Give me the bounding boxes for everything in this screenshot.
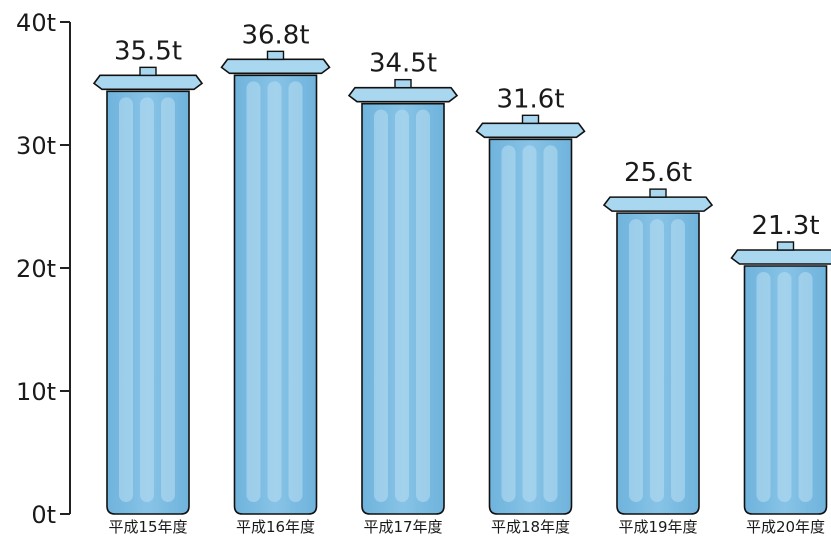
bar-stripe (267, 81, 282, 503)
bar-stripe (756, 272, 771, 502)
bar-lid-knob (394, 78, 412, 89)
bar-3 (347, 78, 459, 515)
bar-6 (730, 241, 831, 515)
value-label-3: 34.5t (369, 49, 437, 79)
category-label-4: 平成18年度 (491, 518, 570, 536)
bar-stripe (288, 81, 303, 503)
category-label-3: 平成17年度 (363, 518, 442, 536)
y-tick-label-40: 40t (16, 9, 56, 37)
y-tick-label-10: 10t (16, 378, 56, 406)
value-label-5: 25.6t (624, 158, 692, 188)
bar-lid-knob (139, 66, 157, 77)
bar-lid-knob (521, 114, 540, 125)
bar-lid (220, 58, 331, 75)
bar-1 (92, 66, 204, 515)
category-label-2: 平成16年度 (236, 518, 315, 536)
bar-lid-knob (776, 241, 795, 251)
bar-lid-knob (266, 50, 285, 61)
value-label-1: 35.5t (114, 36, 182, 66)
value-label-2: 36.8t (241, 20, 309, 50)
bar-2 (220, 50, 331, 515)
bar-4 (475, 114, 586, 515)
y-tick-label-0: 0t (31, 501, 56, 529)
bar-stripe (522, 145, 537, 502)
bar-stripe (543, 145, 558, 502)
value-label-6: 21.3t (751, 211, 819, 241)
bar-5 (602, 188, 714, 515)
bar-lid (92, 74, 204, 91)
bar-stripe (374, 109, 388, 503)
bar-lid-knob (649, 188, 667, 198)
category-label-6: 平成20年度 (746, 518, 825, 536)
bar-lid (347, 86, 459, 103)
category-label-5: 平成19年度 (618, 518, 697, 536)
bar-stripe (798, 272, 813, 502)
bar-stripe (671, 219, 685, 502)
bar-stripe (416, 109, 430, 503)
bar-stripe (629, 219, 643, 502)
bar-stripe (777, 272, 792, 502)
y-tick-label-30: 30t (16, 132, 56, 160)
bar-stripe (650, 219, 664, 502)
bar-stripe (501, 145, 516, 502)
bar-stripe (161, 97, 175, 502)
bar-stripe (246, 81, 261, 503)
bar-stripe (119, 97, 133, 502)
bar-lid (730, 249, 831, 265)
y-tick-label-20: 20t (16, 255, 56, 283)
bar-stripe (140, 97, 154, 502)
value-label-4: 31.6t (496, 84, 564, 114)
category-label-1: 平成15年度 (108, 518, 187, 536)
bar-stripe (395, 109, 409, 503)
bar-lid (475, 122, 586, 139)
bar-lid (602, 196, 714, 212)
